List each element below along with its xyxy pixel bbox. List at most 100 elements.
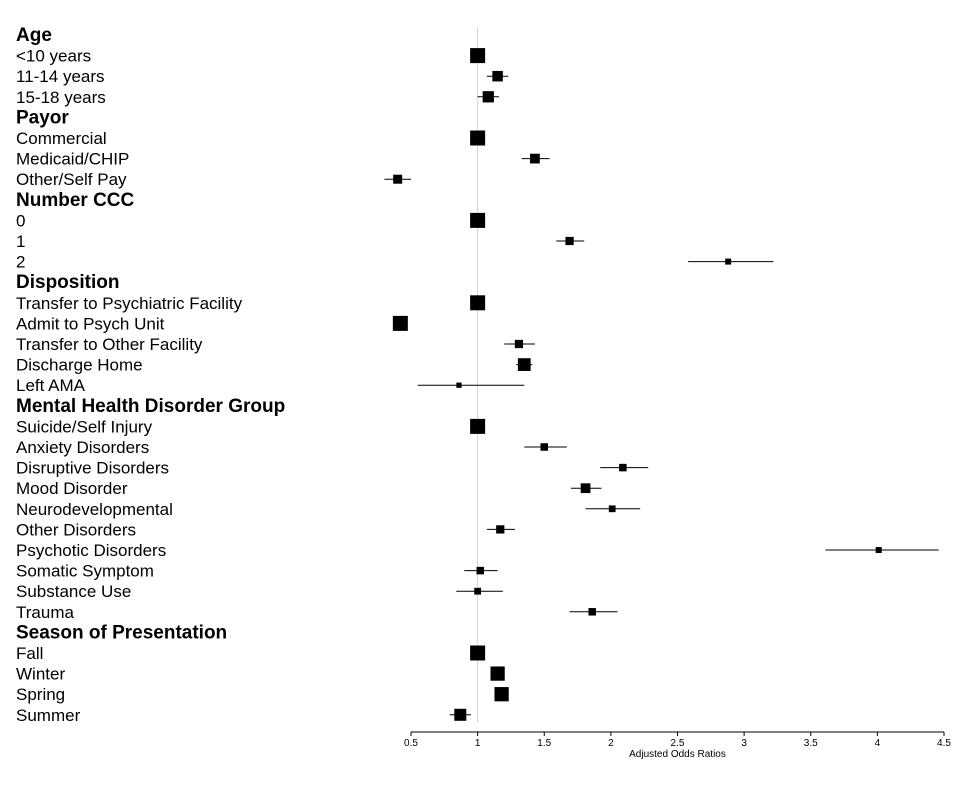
point-estimate — [517, 358, 531, 371]
estimate-row — [477, 91, 499, 103]
group-label: Age — [16, 25, 52, 46]
estimates — [384, 48, 939, 721]
estimate-row — [585, 505, 641, 513]
estimate-row — [516, 358, 533, 371]
estimate-row — [470, 295, 486, 311]
group-label: Number CCC — [16, 190, 135, 211]
point-estimate — [725, 258, 732, 265]
estimate-row — [490, 666, 505, 681]
x-tick-label: 4.5 — [937, 738, 951, 749]
point-estimate — [588, 608, 596, 616]
point-estimate — [875, 547, 882, 553]
point-estimate — [392, 315, 408, 331]
x-axis: 0.5 1 1.5 2 2.5 3 3.5 4 4.5 Adjusted Odds Ratios — [404, 731, 951, 760]
row-label: 0 — [16, 211, 25, 230]
estimate-row — [521, 153, 550, 164]
estimate-row — [688, 258, 774, 265]
row-label: Fall — [16, 644, 43, 663]
row-label: Other Disorders — [16, 520, 136, 539]
point-estimate — [482, 91, 494, 103]
row-label: Other/Self Pay — [16, 170, 127, 189]
estimate-row — [470, 48, 486, 64]
estimate-row — [486, 525, 515, 534]
point-estimate — [393, 174, 403, 184]
point-estimate — [492, 70, 503, 82]
estimate-row — [600, 463, 649, 472]
point-estimate — [474, 587, 481, 595]
point-estimate — [494, 687, 509, 702]
row-label: Winter — [16, 665, 65, 684]
row-label: 11-14 years — [16, 67, 105, 86]
x-tick-label: 2.5 — [671, 738, 685, 749]
x-tick-label: 1.5 — [537, 738, 551, 749]
row-label: Admit to Psych Unit — [16, 314, 165, 333]
estimate-row — [417, 382, 525, 388]
row-label: Left AMA — [16, 376, 86, 395]
group-label: Season of Presentation — [16, 622, 227, 643]
row-label: Spring — [16, 685, 65, 704]
row-label: Neurodevelopmental — [16, 500, 173, 519]
point-estimate — [580, 483, 591, 494]
row-label: Discharge Home — [16, 356, 143, 375]
point-estimate — [514, 339, 524, 349]
point-estimate — [470, 295, 486, 311]
point-estimate — [540, 443, 548, 451]
estimate-row — [556, 236, 585, 246]
estimate-row — [486, 70, 509, 82]
estimate-row — [470, 212, 486, 228]
estimate-row — [392, 315, 408, 331]
estimate-row — [524, 443, 567, 451]
estimate-row — [470, 418, 486, 434]
point-estimate — [490, 666, 505, 681]
x-tick-label: 3 — [741, 738, 747, 749]
point-estimate — [456, 382, 462, 388]
row-label: Disruptive Disorders — [16, 459, 169, 478]
point-estimate — [470, 645, 486, 661]
row-label: 15-18 years — [16, 88, 106, 107]
estimate-row — [825, 547, 939, 553]
point-estimate — [530, 153, 540, 164]
row-label: <10 years — [16, 47, 91, 66]
group-label: Payor — [16, 107, 69, 128]
row-label: 2 — [16, 253, 25, 272]
row-label: Anxiety Disorders — [16, 438, 149, 457]
point-estimate — [470, 130, 486, 146]
row-label: Commercial — [16, 129, 107, 148]
row-label: Transfer to Other Facility — [16, 335, 203, 354]
point-estimate — [619, 463, 627, 472]
x-tick-label: 0.5 — [404, 738, 418, 749]
point-estimate — [470, 212, 486, 228]
row-label: Suicide/Self Injury — [16, 417, 153, 436]
point-estimate — [476, 566, 485, 575]
point-estimate — [470, 48, 486, 64]
point-estimate — [470, 418, 486, 434]
estimate-row — [384, 174, 411, 184]
point-estimate — [565, 236, 574, 246]
estimate-row — [504, 339, 535, 349]
row-label: Trauma — [16, 603, 74, 622]
row-label: 1 — [16, 232, 25, 251]
row-label: Medicaid/CHIP — [16, 150, 129, 169]
row-label: Psychotic Disorders — [16, 541, 166, 560]
point-estimate — [496, 525, 505, 534]
estimate-row — [570, 483, 602, 494]
x-tick-label: 4 — [875, 738, 881, 749]
group-label: Disposition — [16, 272, 119, 293]
point-estimate — [608, 505, 616, 513]
row-label: Summer — [16, 706, 81, 725]
estimate-row — [494, 687, 509, 702]
estimate-row — [456, 587, 503, 595]
x-tick-label: 2 — [608, 738, 614, 749]
row-label: Mood Disorder — [16, 479, 128, 498]
row-label: Transfer to Psychiatric Facility — [16, 294, 243, 313]
estimate-row — [470, 130, 486, 146]
x-tick-label: 3.5 — [804, 738, 818, 749]
x-tick-label: 1 — [475, 738, 481, 749]
estimate-row — [464, 566, 498, 575]
x-axis-title: Adjusted Odds Ratios — [629, 749, 726, 760]
point-estimate — [454, 708, 467, 721]
group-label: Mental Health Disorder Group — [16, 396, 285, 417]
estimate-row — [569, 608, 618, 616]
